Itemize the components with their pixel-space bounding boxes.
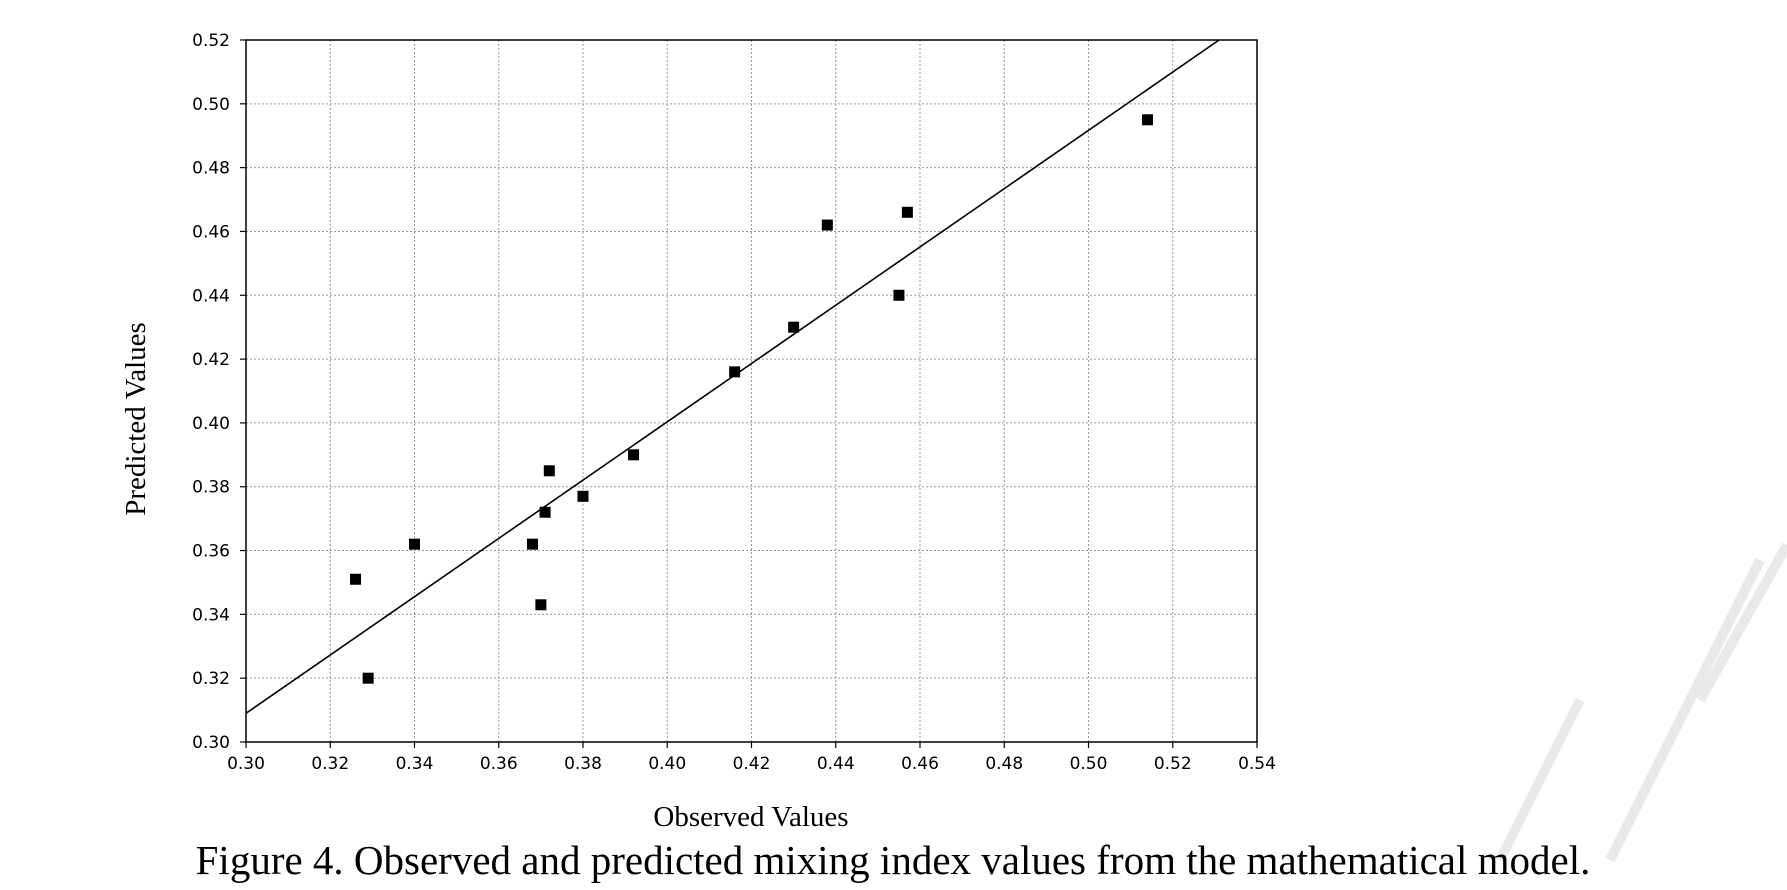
y-tick-label: 0.52 — [192, 31, 230, 51]
y-tick-label: 0.40 — [192, 414, 230, 434]
y-tick-label: 0.44 — [192, 286, 230, 306]
data-point — [1141, 114, 1153, 126]
data-point — [543, 465, 555, 477]
y-tick-label: 0.46 — [192, 222, 230, 242]
data-point — [729, 366, 741, 378]
x-tick-label: 0.50 — [1070, 754, 1108, 774]
y-tick-label: 0.50 — [192, 95, 230, 115]
data-point — [362, 672, 374, 684]
data-point — [350, 573, 362, 585]
y-tick-labels: 0.30 0.32 0.34 0.36 0.38 0.40 0.42 0.44 0.46 0.48… — [192, 31, 230, 753]
watermark — [1495, 542, 1787, 863]
y-tick-label: 0.30 — [192, 733, 230, 753]
data-point — [577, 490, 589, 502]
y-tick-label: 0.38 — [192, 478, 230, 498]
axis-ticks — [240, 39, 1258, 748]
data-point — [821, 219, 833, 231]
x-tick-label: 0.54 — [1238, 754, 1276, 774]
y-tick-label: 0.34 — [192, 605, 230, 625]
data-point — [628, 449, 640, 461]
x-tick-label: 0.44 — [817, 754, 855, 774]
y-axis-title: Predicted Values — [120, 322, 152, 516]
data-point — [901, 206, 913, 218]
x-tick-labels: 0.30 0.32 0.34 0.36 0.38 0.40 0.42 0.44 0.46 0.48… — [227, 754, 1276, 774]
x-tick-label: 0.40 — [648, 754, 686, 774]
y-tick-label: 0.32 — [192, 669, 230, 689]
data-point — [788, 321, 800, 333]
x-tick-label: 0.42 — [733, 754, 771, 774]
x-tick-label: 0.36 — [480, 754, 518, 774]
x-axis-title: Observed Values — [653, 801, 848, 833]
x-tick-label: 0.34 — [396, 754, 434, 774]
figure-caption: Figure 4. Observed and predicted mixing … — [196, 837, 1591, 883]
grid — [246, 40, 1257, 742]
x-tick-label: 0.38 — [564, 754, 602, 774]
data-point — [535, 599, 547, 611]
x-tick-label: 0.48 — [985, 754, 1023, 774]
y-tick-label: 0.42 — [192, 350, 230, 370]
x-tick-label: 0.52 — [1154, 754, 1192, 774]
data-point — [409, 538, 420, 550]
x-tick-label: 0.30 — [227, 754, 265, 774]
y-tick-label: 0.36 — [192, 542, 230, 562]
x-tick-label: 0.46 — [901, 754, 939, 774]
data-point — [893, 289, 905, 301]
data-point — [526, 538, 538, 550]
data-point — [539, 506, 551, 518]
y-tick-label: 0.48 — [192, 159, 230, 179]
x-tick-label: 0.32 — [311, 754, 349, 774]
data-points — [350, 114, 1153, 684]
